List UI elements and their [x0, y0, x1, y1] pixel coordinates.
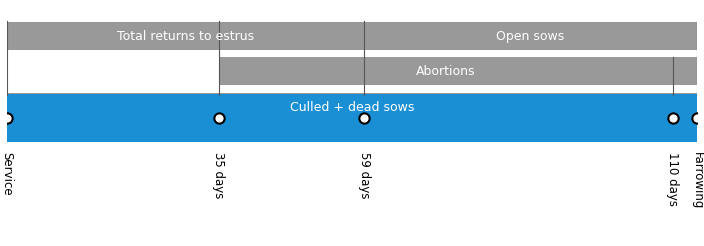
Text: Abortions: Abortions [416, 65, 476, 78]
Point [358, 116, 370, 120]
Text: 59 days: 59 days [358, 152, 370, 199]
Bar [219, 57, 697, 85]
Text: Open sows: Open sows [496, 30, 565, 43]
Point [213, 116, 225, 120]
Point [667, 116, 679, 120]
Text: Service: Service [1, 152, 13, 196]
Bar [7, 22, 364, 50]
Text: Farrowing: Farrowing [691, 152, 703, 209]
Point [1, 116, 13, 120]
Text: Total returns to estrus: Total returns to estrus [117, 30, 254, 43]
Point [691, 116, 703, 120]
Text: 35 days: 35 days [213, 152, 225, 198]
Bar [7, 94, 697, 142]
Text: Culled + dead sows: Culled + dead sows [290, 101, 414, 114]
Bar [364, 22, 697, 50]
Bar [7, 93, 697, 121]
Text: 110 days: 110 days [666, 152, 679, 206]
